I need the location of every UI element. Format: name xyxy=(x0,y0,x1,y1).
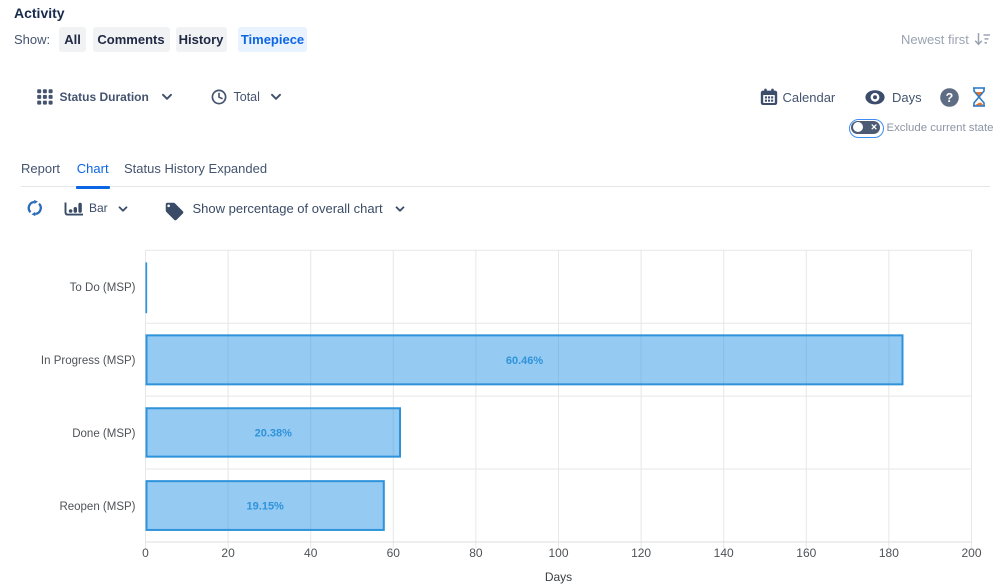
svg-text:In Progress (MSP): In Progress (MSP) xyxy=(41,355,136,367)
svg-text:200: 200 xyxy=(961,546,981,560)
svg-text:Days: Days xyxy=(545,570,572,584)
svg-text:140: 140 xyxy=(714,546,734,560)
svg-text:Reopen (MSP): Reopen (MSP) xyxy=(59,501,135,513)
svg-text:Done (MSP): Done (MSP) xyxy=(72,428,135,440)
svg-text:20: 20 xyxy=(221,546,235,560)
svg-text:80: 80 xyxy=(469,546,483,560)
svg-text:60.46%: 60.46% xyxy=(506,355,544,367)
svg-text:100: 100 xyxy=(548,546,568,560)
svg-text:?: ? xyxy=(945,91,953,105)
svg-text:20.38%: 20.38% xyxy=(255,428,293,440)
svg-text:0: 0 xyxy=(142,546,149,560)
svg-text:120: 120 xyxy=(631,546,651,560)
svg-text:160: 160 xyxy=(796,546,816,560)
svg-text:40: 40 xyxy=(304,546,318,560)
svg-text:To Do (MSP): To Do (MSP) xyxy=(70,282,136,294)
svg-text:180: 180 xyxy=(879,546,899,560)
svg-text:19.15%: 19.15% xyxy=(247,501,285,513)
svg-text:60: 60 xyxy=(387,546,401,560)
